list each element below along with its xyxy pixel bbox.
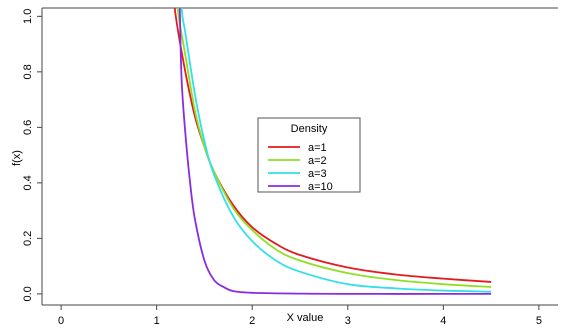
x-tick-label: 5	[536, 315, 542, 327]
x-tick-label: 1	[154, 315, 160, 327]
x-tick-label: 4	[440, 315, 446, 327]
legend-entry-label: a=2	[308, 155, 327, 167]
y-tick-label: 0.8	[22, 64, 34, 79]
series-line-a-1	[173, 8, 492, 283]
x-tick-label: 0	[58, 315, 64, 327]
series-line-a-10	[178, 8, 492, 295]
legend: Density a=1a=2a=3a=10	[257, 117, 361, 193]
series-line-a-2	[176, 8, 492, 288]
x-axis-title: X value	[287, 312, 324, 324]
x-tick-label: 2	[249, 315, 255, 327]
legend-entry-label: a=3	[308, 168, 327, 180]
y-axis-title: f(x)	[11, 150, 23, 166]
series-layer	[173, 8, 492, 295]
series-clip-group	[173, 8, 492, 295]
y-tick-label: 0.2	[22, 231, 34, 246]
legend-entry-label: a=1	[308, 142, 327, 154]
x-tick-label: 3	[345, 315, 351, 327]
y-tick-label: 0.4	[22, 175, 34, 190]
legend-box	[257, 117, 361, 193]
plot-frame	[41, 7, 558, 306]
series-line-a-3	[180, 8, 492, 293]
y-tick-label: 0.6	[22, 120, 34, 135]
y-tick-label: 1.0	[22, 9, 34, 24]
y-tick-label: 0.0	[22, 286, 34, 301]
legend-title: Density	[291, 123, 328, 135]
legend-entry-label: a=10	[308, 181, 333, 193]
axes-layer: 0 1 2 3 4 5 0.0 0.2 0.4 0.6 0.8 1.0	[22, 9, 542, 327]
